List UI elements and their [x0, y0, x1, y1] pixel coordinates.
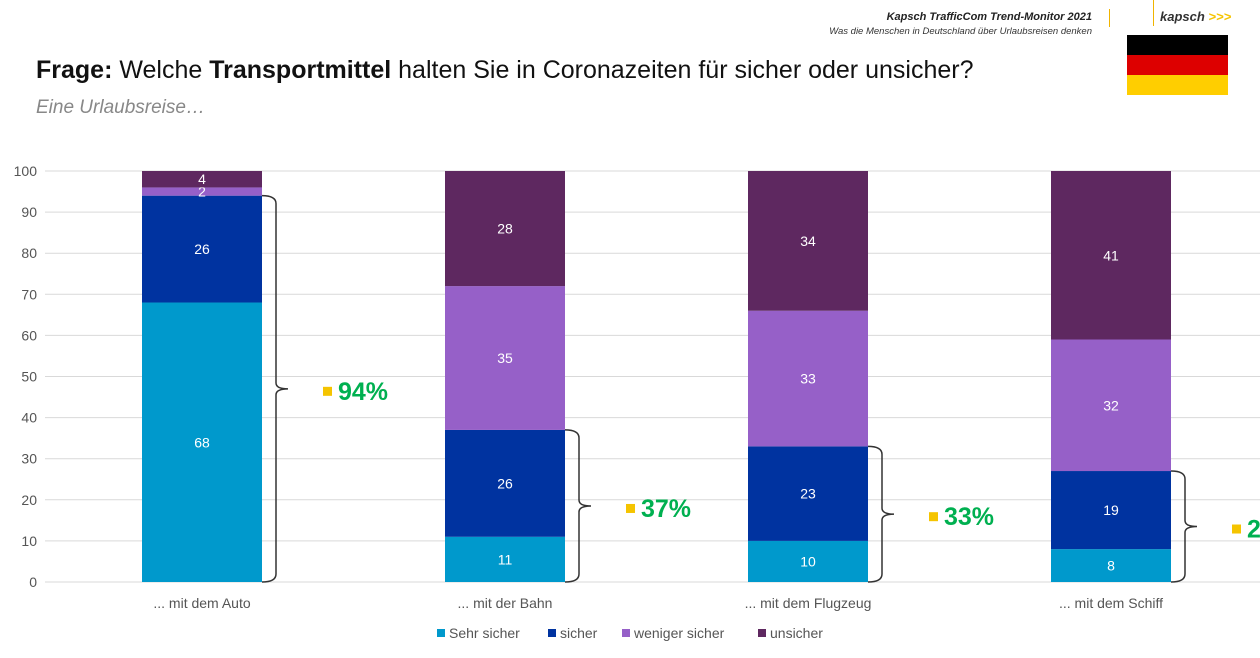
y-tick-label: 10 — [21, 533, 37, 549]
bar-segment — [748, 446, 868, 541]
bullet-icon — [929, 512, 938, 522]
divider — [1153, 0, 1154, 26]
bullet-icon — [626, 503, 635, 513]
bar-segment — [748, 171, 868, 311]
y-tick-label: 40 — [21, 410, 37, 426]
bullet-icon — [1232, 524, 1241, 534]
y-tick-label: 100 — [14, 163, 38, 179]
legend-label: Sehr sicher — [449, 625, 520, 641]
bar-segment — [142, 171, 262, 188]
bar-segment — [445, 171, 565, 287]
data-label: 10 — [800, 553, 816, 569]
y-tick-label: 70 — [21, 286, 37, 302]
x-tick-label: ... mit dem Auto — [153, 595, 250, 611]
bar-segment — [445, 286, 565, 430]
y-tick-label: 90 — [21, 204, 37, 220]
bar-segment — [142, 195, 262, 303]
legend-swatch — [437, 629, 445, 637]
legend-swatch — [622, 629, 630, 637]
data-label: 2 — [198, 184, 206, 200]
x-tick-label: ... mit dem Schiff — [1059, 595, 1163, 611]
legend-swatch — [548, 629, 556, 637]
data-label: 34 — [800, 233, 816, 249]
kapsch-logo: kapsch >>> — [1160, 9, 1232, 24]
x-tick-label: ... mit der Bahn — [458, 595, 553, 611]
y-tick-label: 60 — [21, 327, 37, 343]
data-label: 32 — [1103, 397, 1119, 413]
report-tagline: Was die Menschen in Deutschland über Url… — [829, 26, 1092, 37]
annotation: 33% — [944, 503, 994, 531]
data-label: 26 — [497, 475, 513, 491]
report-title: Kapsch TrafficCom Trend-Monitor 2021 — [886, 11, 1092, 23]
bar-segment — [445, 536, 565, 582]
legend-swatch — [758, 629, 766, 637]
data-label: 41 — [1103, 247, 1119, 263]
data-label: 19 — [1103, 502, 1119, 518]
data-label: 68 — [194, 434, 210, 450]
annotation: 27% — [1247, 516, 1260, 544]
legend-label: sicher — [560, 625, 598, 641]
page-title: Frage: Welche Transportmittel halten Sie… — [36, 56, 974, 84]
annotation: 94% — [338, 378, 388, 406]
data-label: 4 — [198, 171, 206, 187]
data-label: 26 — [194, 241, 210, 257]
y-tick-label: 0 — [29, 574, 37, 590]
data-label: 23 — [800, 486, 816, 502]
bar-segment — [445, 429, 565, 537]
germany-flag — [1127, 35, 1228, 95]
legend-label: unsicher — [770, 625, 823, 641]
bar-segment — [142, 187, 262, 196]
bracket — [261, 194, 289, 583]
bracket — [564, 429, 592, 583]
bracket — [1170, 470, 1198, 583]
bar-segment — [1051, 549, 1171, 582]
bar-segment — [748, 540, 868, 582]
legend-label: weniger sicher — [633, 625, 725, 641]
bar-segment — [1051, 471, 1171, 550]
bar-segment — [1051, 171, 1171, 340]
data-label: 11 — [498, 551, 513, 567]
y-tick-label: 30 — [21, 451, 37, 467]
data-label: 8 — [1107, 558, 1115, 574]
subtitle: Eine Urlaubsreise… — [36, 97, 205, 118]
bracket — [867, 445, 895, 583]
bar-segment — [142, 302, 262, 582]
bullet-icon — [323, 386, 332, 396]
bar-segment — [1051, 339, 1171, 472]
y-tick-label: 80 — [21, 245, 37, 261]
data-label: 35 — [497, 350, 513, 366]
divider — [1109, 9, 1110, 27]
x-tick-label: ... mit dem Flugzeug — [745, 595, 872, 611]
annotation: 37% — [641, 495, 691, 523]
y-tick-label: 50 — [21, 369, 37, 385]
data-label: 33 — [800, 371, 816, 387]
y-tick-label: 20 — [21, 492, 37, 508]
bar-segment — [748, 310, 868, 447]
data-label: 28 — [497, 221, 513, 237]
